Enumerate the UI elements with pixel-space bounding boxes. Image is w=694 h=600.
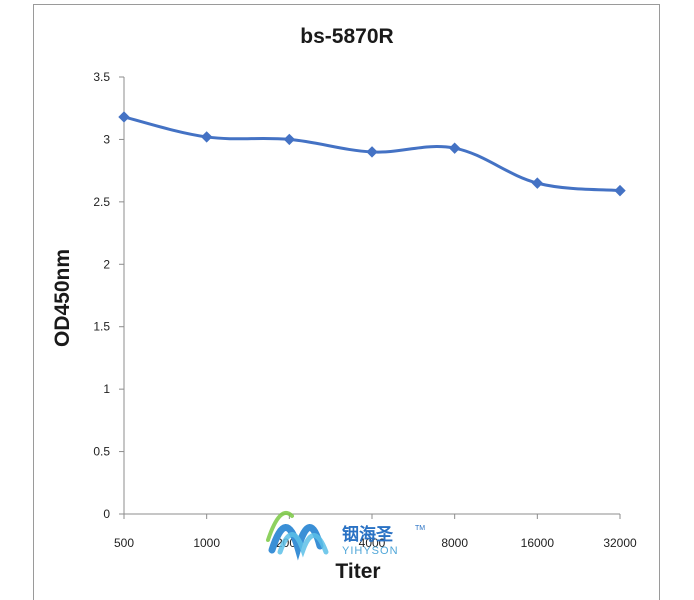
x-tick-label: 16000 — [521, 536, 555, 550]
watermark-text-en: YIHYSON — [342, 545, 399, 557]
data-point-500 — [118, 111, 130, 123]
watermark-text-cn: 铟海圣 — [342, 524, 394, 545]
chart-frame — [33, 4, 660, 600]
chart-title: bs-5870R — [300, 25, 393, 48]
data-point-1000 — [200, 131, 213, 143]
x-tick-label: 1000 — [193, 536, 220, 550]
x-axis-title: Titer — [335, 560, 380, 583]
y-tick-label: 2.5 — [93, 195, 110, 209]
data-point-2000 — [283, 133, 296, 146]
y-tick-label: 2 — [103, 257, 110, 271]
data-point-32000 — [614, 184, 626, 197]
y-tick-label: 0 — [103, 507, 110, 521]
y-axis-title: OD450nm — [51, 249, 74, 347]
series-group — [118, 111, 626, 197]
data-point-16000 — [531, 177, 544, 189]
x-tick-label: 32000 — [603, 536, 637, 550]
watermark-tm: TM — [415, 525, 425, 532]
y-axis-ticks: 0 0.5 1 1.5 2 2.5 3 3.5 — [93, 70, 124, 521]
x-tick-label: 500 — [114, 536, 134, 550]
y-tick-label: 1.5 — [93, 320, 110, 334]
y-tick-label: 3.5 — [93, 70, 110, 84]
data-point-4000 — [366, 146, 378, 158]
x-tick-label: 8000 — [441, 536, 468, 550]
data-point-8000 — [448, 142, 461, 154]
x-tick-label: 4000 — [359, 536, 386, 550]
y-tick-label: 1 — [103, 382, 110, 396]
yihyson-logo-mark — [266, 511, 329, 561]
watermark-logo: 铟海圣 TM YIHYSON — [266, 511, 425, 561]
y-tick-label: 0.5 — [93, 445, 110, 459]
y-tick-label: 3 — [103, 132, 110, 146]
axes — [123, 77, 620, 515]
